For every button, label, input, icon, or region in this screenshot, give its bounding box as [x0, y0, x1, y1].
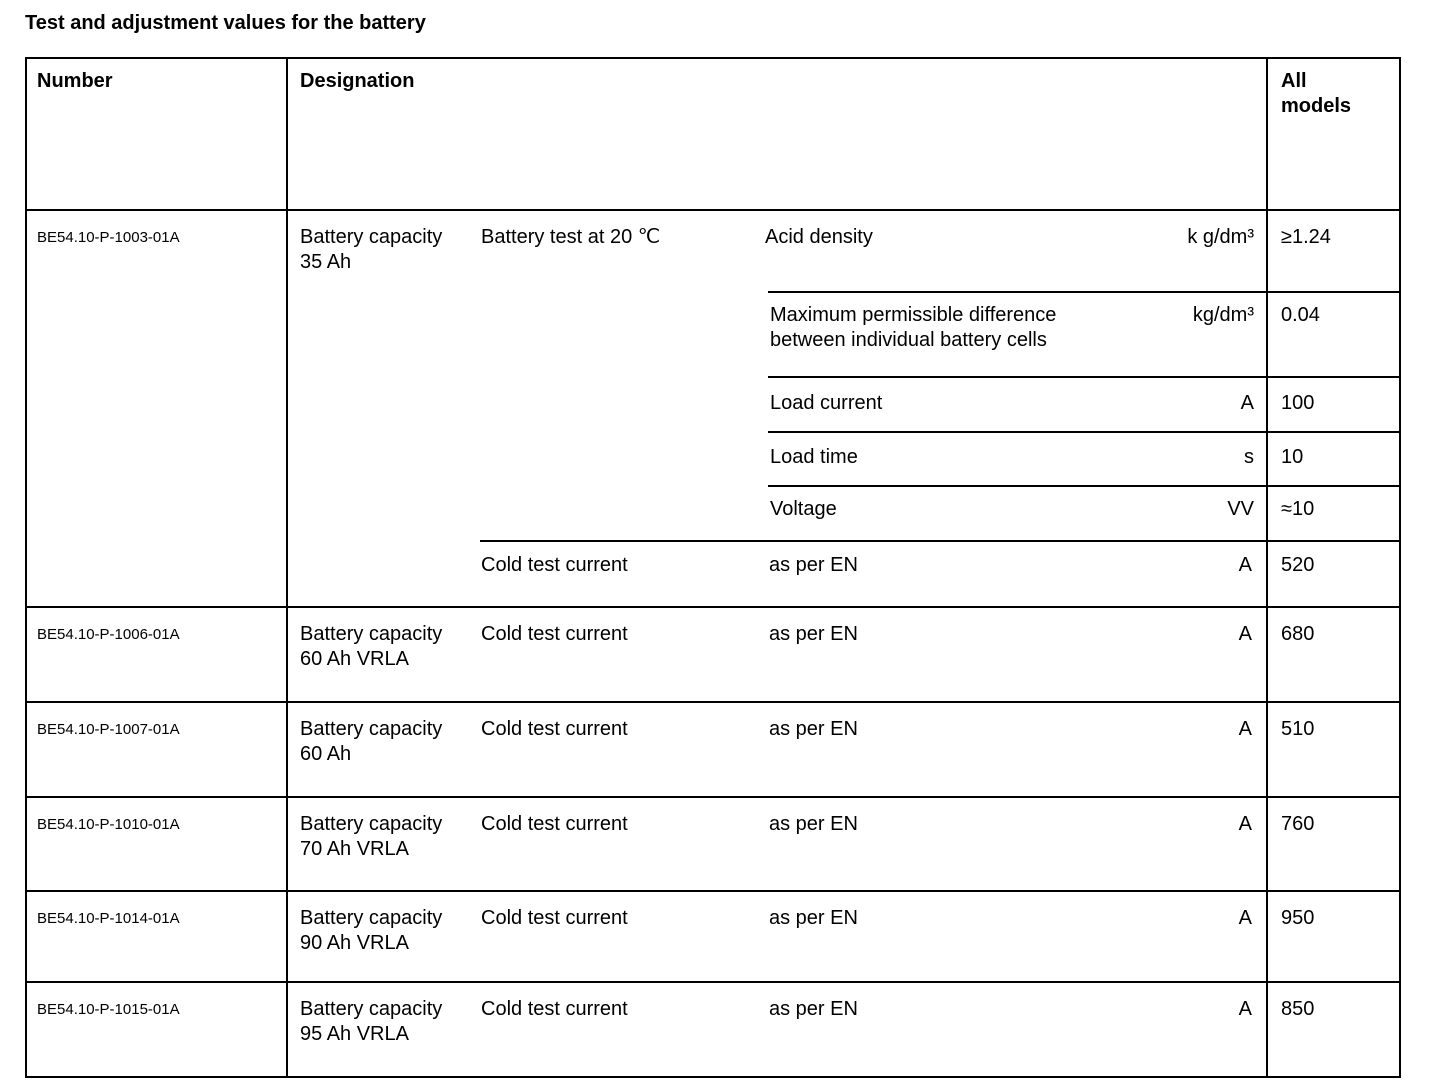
param-unit: A	[1238, 907, 1252, 929]
part-number: BE54.10-P-1006-01A	[37, 626, 180, 643]
test-name: Cold test current	[481, 907, 628, 929]
header-all-models: All models	[1281, 70, 1352, 117]
param-value: 760	[1281, 813, 1315, 835]
param-value: 950	[1281, 907, 1315, 929]
test-name: Cold test current	[481, 718, 628, 740]
part-number: BE54.10-P-1015-01A	[37, 1001, 180, 1018]
designation: Battery capacity 35 Ah	[300, 226, 443, 273]
param-border	[768, 431, 1400, 433]
designation: Battery capacity 60 Ah	[300, 718, 443, 765]
designation: Battery capacity 60 Ah VRLA	[300, 623, 443, 670]
part-number: BE54.10-P-1007-01A	[37, 721, 180, 738]
page-title: Test and adjustment values for the batte…	[25, 12, 426, 34]
param-unit: A	[1240, 392, 1254, 414]
test-spec: as per EN	[769, 718, 858, 740]
row-border	[25, 606, 1401, 608]
test-name: Cold test current	[481, 998, 628, 1020]
param-unit: A	[1238, 998, 1252, 1020]
column-border	[1266, 58, 1268, 1078]
row-border	[25, 57, 1401, 59]
param-name: Load time	[770, 446, 858, 468]
param-border	[768, 291, 1400, 293]
part-number: BE54.10-P-1003-01A	[37, 229, 180, 246]
param-border	[768, 376, 1400, 378]
test-name: Cold test current	[481, 554, 628, 576]
param-unit: A	[1238, 813, 1252, 835]
header-number: Number	[37, 70, 113, 92]
test-name: Cold test current	[481, 623, 628, 645]
designation: Battery capacity 90 Ah VRLA	[300, 907, 443, 954]
param-name: Maximum permissible difference between i…	[770, 304, 1057, 351]
param-border	[768, 485, 1400, 487]
param-value: 100	[1281, 392, 1315, 414]
test-spec: as per EN	[769, 998, 858, 1020]
column-border	[286, 58, 288, 1078]
test-spec: as per EN	[769, 554, 858, 576]
row-border	[25, 890, 1401, 892]
test-spec: as per EN	[769, 623, 858, 645]
param-unit: VV	[1227, 498, 1254, 520]
param-value: 520	[1281, 554, 1315, 576]
header-designation: Designation	[300, 70, 415, 92]
param-name: Load current	[770, 392, 883, 414]
param-unit: s	[1244, 446, 1254, 468]
param-value: ≈10	[1281, 498, 1315, 520]
row-border	[25, 701, 1401, 703]
param-unit: k g/dm³	[1187, 226, 1254, 248]
param-value: 850	[1281, 998, 1315, 1020]
param-value: 0.04	[1281, 304, 1320, 326]
param-value: 680	[1281, 623, 1315, 645]
param-border	[480, 540, 1400, 542]
part-number: BE54.10-P-1010-01A	[37, 816, 180, 833]
param-value: 10	[1281, 446, 1304, 468]
param-name: Acid density	[765, 226, 873, 248]
param-unit: kg/dm³	[1192, 304, 1254, 326]
test-group: Battery test at 20 ℃	[481, 226, 661, 248]
param-value: 510	[1281, 718, 1315, 740]
test-spec: as per EN	[769, 907, 858, 929]
param-unit: A	[1238, 623, 1252, 645]
column-border	[1399, 58, 1401, 1078]
test-spec: as per EN	[769, 813, 858, 835]
param-unit: A	[1238, 718, 1252, 740]
column-border	[25, 58, 27, 1078]
param-value: ≥1.24	[1281, 226, 1331, 248]
row-border	[25, 796, 1401, 798]
test-name: Cold test current	[481, 813, 628, 835]
row-border	[25, 209, 1401, 211]
designation: Battery capacity 70 Ah VRLA	[300, 813, 443, 860]
row-border	[25, 981, 1401, 983]
designation: Battery capacity 95 Ah VRLA	[300, 998, 443, 1045]
param-unit: A	[1238, 554, 1252, 576]
part-number: BE54.10-P-1014-01A	[37, 910, 180, 927]
row-border	[25, 1076, 1401, 1078]
param-name: Voltage	[770, 498, 837, 520]
